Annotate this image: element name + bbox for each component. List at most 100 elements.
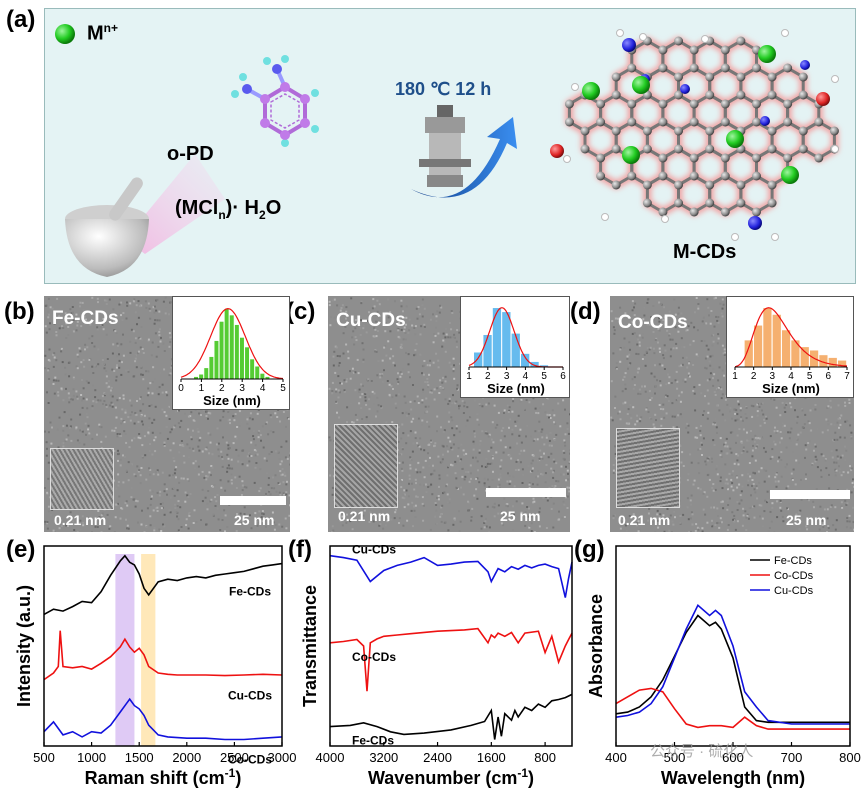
tem-grain bbox=[433, 445, 435, 448]
tem-grain bbox=[781, 422, 784, 425]
tem-grain bbox=[650, 397, 653, 400]
tem-grain bbox=[747, 506, 750, 509]
tem-grain bbox=[149, 524, 152, 527]
tem-grain bbox=[639, 417, 642, 420]
tem-grain bbox=[837, 417, 840, 420]
tem-grain bbox=[123, 430, 126, 433]
x-tick-label: 700 bbox=[781, 750, 803, 765]
tem-grain bbox=[466, 406, 469, 409]
tem-grain bbox=[512, 397, 515, 400]
tem-grain bbox=[368, 322, 371, 325]
tem-grain bbox=[180, 528, 183, 531]
tem-grain bbox=[673, 298, 676, 301]
tem-grain bbox=[673, 415, 676, 418]
tem-grain bbox=[276, 450, 279, 453]
tem-grain bbox=[101, 395, 104, 398]
tem-grain bbox=[412, 417, 415, 420]
tem-grain bbox=[426, 381, 429, 384]
tem-grain bbox=[86, 320, 89, 323]
tem-grain bbox=[111, 405, 114, 408]
tem-grain bbox=[485, 525, 488, 528]
tem-grain bbox=[621, 390, 624, 393]
tem-grain bbox=[739, 409, 742, 412]
tem-grain bbox=[87, 428, 90, 431]
tem-grain bbox=[814, 455, 817, 458]
tem-grain bbox=[810, 429, 813, 432]
tem-grain bbox=[75, 427, 78, 430]
tem-grain bbox=[671, 338, 674, 341]
tem-grain bbox=[763, 418, 765, 421]
tem-grain bbox=[663, 530, 666, 532]
tem-grain bbox=[452, 336, 455, 339]
tem-grain bbox=[785, 446, 788, 449]
tem-grain bbox=[163, 350, 166, 352]
tem-grain bbox=[188, 514, 191, 517]
tem-grain bbox=[692, 364, 695, 366]
tem-grain bbox=[410, 408, 413, 411]
tem-grain bbox=[47, 359, 50, 361]
tem-grain bbox=[106, 516, 109, 519]
tem-grain bbox=[93, 345, 96, 348]
tem-grain bbox=[649, 346, 652, 349]
tem-grain bbox=[432, 313, 434, 316]
tem-grain bbox=[184, 500, 187, 503]
tem-grain bbox=[429, 452, 432, 455]
tem-grain bbox=[475, 478, 478, 480]
tem-grain bbox=[444, 398, 447, 401]
tem-grain bbox=[835, 461, 838, 464]
tem-grain bbox=[451, 402, 454, 405]
tem-grain bbox=[79, 519, 82, 522]
tem-grain bbox=[169, 511, 172, 514]
tem-grain bbox=[201, 470, 204, 473]
tem-grain bbox=[47, 461, 50, 464]
tem-grain bbox=[158, 494, 161, 497]
tem-grain bbox=[514, 469, 517, 471]
tem-grain bbox=[795, 437, 798, 440]
tem-grain bbox=[446, 493, 449, 496]
tem-grain bbox=[789, 402, 792, 405]
tem-grain bbox=[227, 444, 230, 447]
tem-grain bbox=[399, 375, 402, 378]
tem-grain bbox=[468, 480, 471, 483]
tem-grain bbox=[530, 462, 533, 465]
tem-grain bbox=[115, 503, 118, 506]
tem-grain bbox=[102, 318, 105, 320]
tem-grain bbox=[136, 500, 139, 503]
tem-grain bbox=[345, 380, 348, 383]
tem-grain bbox=[664, 394, 667, 397]
tem-grain bbox=[140, 325, 143, 328]
tem-grain bbox=[445, 348, 448, 351]
tem-grain bbox=[652, 318, 655, 321]
tem-grain bbox=[629, 348, 631, 351]
tem-grain bbox=[283, 493, 285, 496]
tem-grain bbox=[846, 520, 849, 523]
tem-grain bbox=[500, 459, 503, 462]
tem-grain bbox=[677, 330, 680, 333]
tem-grain bbox=[611, 320, 614, 323]
tem-grain bbox=[269, 493, 272, 496]
tem-grain bbox=[637, 518, 640, 521]
tem-grain bbox=[147, 370, 150, 373]
tem-grain bbox=[654, 339, 657, 341]
tem-grain bbox=[722, 303, 725, 306]
tem-grain bbox=[141, 420, 144, 423]
tem-grain bbox=[111, 352, 114, 355]
tem-grain bbox=[465, 471, 468, 473]
tem-grain bbox=[157, 393, 160, 396]
tem-grain bbox=[125, 500, 128, 503]
tem-grain bbox=[704, 357, 707, 360]
tem-grain bbox=[119, 517, 122, 520]
tem-grain bbox=[102, 403, 104, 405]
tem-grain bbox=[752, 471, 755, 474]
tem-grain bbox=[109, 525, 112, 528]
tem-grain bbox=[278, 523, 281, 526]
tem-grain bbox=[345, 521, 348, 524]
tem-grain bbox=[721, 315, 724, 318]
tem-grain bbox=[400, 480, 402, 483]
tem-grain bbox=[282, 411, 285, 413]
tem-grain bbox=[361, 393, 364, 396]
tem-grain bbox=[455, 427, 458, 430]
tem-grain bbox=[519, 400, 522, 403]
histogram-bar bbox=[249, 358, 255, 380]
tem-grain bbox=[691, 513, 694, 516]
